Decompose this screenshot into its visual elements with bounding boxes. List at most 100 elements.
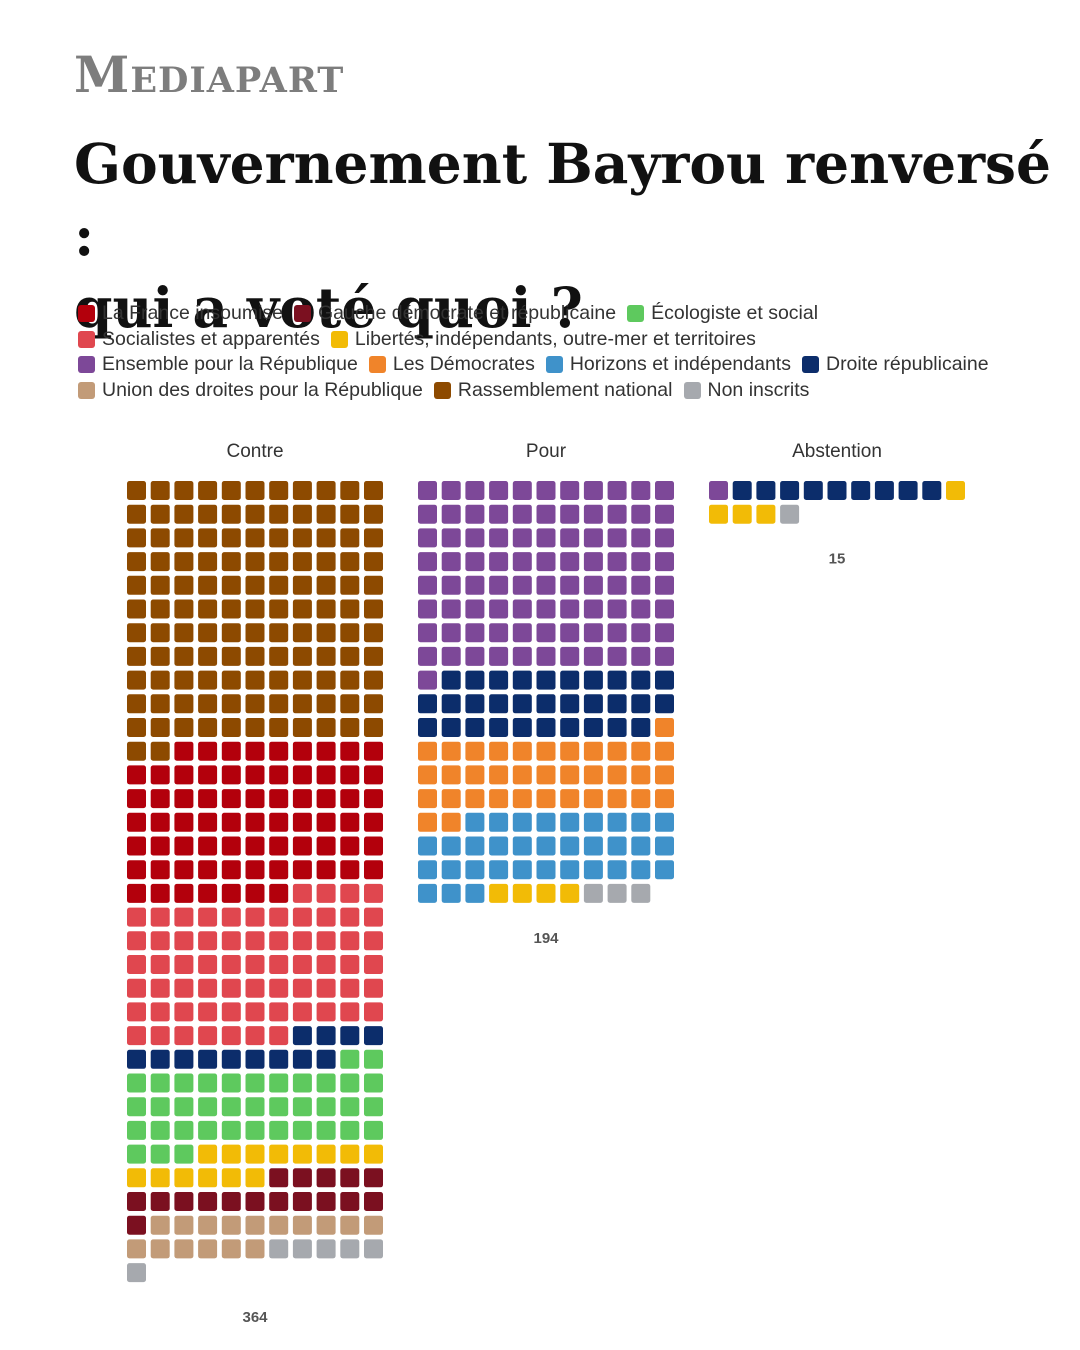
waffle-cell-lfi — [269, 883, 289, 903]
waffle-cell-rn — [316, 623, 336, 643]
legend-label-liot: Libertés, indépendants, outre-mer et ter… — [354, 327, 756, 350]
waffle-cell-ecos — [150, 1097, 170, 1117]
waffle-cell-lfi — [245, 789, 265, 809]
waffle-cell-ecos — [174, 1120, 194, 1140]
waffle-cell-rn — [150, 552, 170, 572]
waffle-cell-lfi — [174, 765, 194, 785]
legend-swatch-liot — [330, 330, 348, 348]
waffle-cell-rn — [127, 741, 146, 761]
waffle-cell-rn — [269, 575, 289, 595]
waffle-cell-epr — [583, 528, 603, 548]
waffle-cell-rn — [174, 718, 194, 737]
waffle-cell-lfi — [292, 765, 312, 785]
waffle-cell-udr — [340, 1215, 360, 1235]
waffle-cell-dr — [607, 670, 627, 690]
waffle-cell-epr — [489, 528, 509, 548]
waffle-cell-lfi — [150, 860, 170, 880]
waffle-cell-hor — [489, 860, 509, 880]
waffle-cell-epr — [560, 575, 580, 595]
waffle-cell-rn — [364, 670, 383, 690]
waffle-cell-dem — [441, 812, 461, 832]
waffle-cell-rn — [340, 575, 360, 595]
waffle-cell-soc — [174, 1002, 194, 1022]
waffle-cell-ecos — [292, 1097, 312, 1117]
waffle-cell-epr — [560, 623, 580, 643]
waffle-cell-epr — [560, 552, 580, 572]
waffle-cell-udr — [292, 1215, 312, 1235]
waffle-cell-gdr — [221, 1192, 241, 1211]
waffle-cell-rn — [340, 528, 360, 548]
waffle-cell-ecos — [198, 1073, 218, 1093]
waffle-cell-epr — [465, 623, 485, 643]
waffle-cell-epr — [418, 670, 437, 690]
waffle-cell-lfi — [127, 883, 146, 903]
waffle-cell-dem — [560, 789, 580, 809]
waffle-cell-rn — [364, 575, 383, 595]
waffle-cell-rn — [269, 718, 289, 737]
waffle-cell-soc — [221, 1026, 241, 1046]
column-title: Contre — [226, 441, 283, 462]
waffle-cell-epr — [607, 528, 627, 548]
waffle-cell-rn — [221, 670, 241, 690]
waffle-cell-hor — [418, 836, 437, 856]
waffle-cell-lfi — [127, 765, 146, 785]
waffle-cell-ecos — [127, 1073, 146, 1093]
waffle-cell-ecos — [340, 1049, 360, 1069]
waffle-cell-epr — [583, 481, 603, 500]
waffle-cell-ecos — [150, 1144, 170, 1164]
waffle-cell-dr — [631, 718, 651, 737]
waffle-cell-rn — [174, 646, 194, 666]
waffle-cell-dem — [536, 741, 556, 761]
waffle-cell-lfi — [316, 789, 336, 809]
waffle-cell-rn — [198, 670, 218, 690]
waffle-cell-dr — [292, 1026, 312, 1046]
waffle-cell-ecos — [364, 1120, 383, 1140]
waffle-cell-dr — [465, 670, 485, 690]
waffle-cell-ecos — [340, 1097, 360, 1117]
waffle-cell-rn — [245, 718, 265, 737]
legend-item-lfi: La France insoumise — [78, 302, 283, 325]
waffle-cell-liot — [709, 504, 728, 524]
waffle-cell-rn — [269, 599, 289, 619]
column-title: Abstention — [792, 441, 882, 462]
waffle-cell-dr — [512, 718, 532, 737]
waffle-cell-ecos — [127, 1120, 146, 1140]
waffle-cell-ecos — [150, 1120, 170, 1140]
waffle-cell-rn — [292, 481, 312, 500]
waffle-cell-ecos — [292, 1120, 312, 1140]
waffle-cell-soc — [316, 955, 336, 974]
waffle-cell-rn — [269, 552, 289, 572]
waffle-cell-dr — [174, 1049, 194, 1069]
waffle-cell-lfi — [245, 883, 265, 903]
waffle-cell-rn — [221, 575, 241, 595]
waffle-cell-hor — [631, 812, 651, 832]
waffle-cell-lfi — [221, 836, 241, 856]
waffle-cell-dr — [780, 481, 800, 500]
waffle-cell-epr — [655, 552, 674, 572]
waffle-cell-epr — [441, 646, 461, 666]
waffle-cell-gdr — [292, 1168, 312, 1188]
waffle-cell-udr — [174, 1215, 194, 1235]
legend-swatch-rn — [433, 381, 451, 399]
waffle-cell-soc — [364, 883, 383, 903]
waffle-cell-rn — [127, 599, 146, 619]
waffle-cell-epr — [607, 481, 627, 500]
waffle-cell-soc — [150, 931, 170, 951]
waffle-cell-lfi — [340, 741, 360, 761]
waffle-cell-hor — [536, 836, 556, 856]
waffle-cell-rn — [150, 599, 170, 619]
waffle-cell-rn — [174, 528, 194, 548]
waffle-cell-epr — [655, 646, 674, 666]
waffle-cell-rn — [364, 528, 383, 548]
waffle-cell-epr — [560, 646, 580, 666]
waffle-cell-gdr — [269, 1168, 289, 1188]
waffle-cell-rn — [340, 623, 360, 643]
waffle-cell-epr — [512, 646, 532, 666]
waffle-cell-epr — [418, 575, 437, 595]
waffle-cell-dr — [631, 670, 651, 690]
waffle-cell-rn — [292, 694, 312, 714]
legend-swatch-lfi — [78, 305, 95, 323]
waffle-cell-lfi — [174, 741, 194, 761]
waffle-cell-ecos — [221, 1073, 241, 1093]
waffle-cell-soc — [150, 907, 170, 927]
